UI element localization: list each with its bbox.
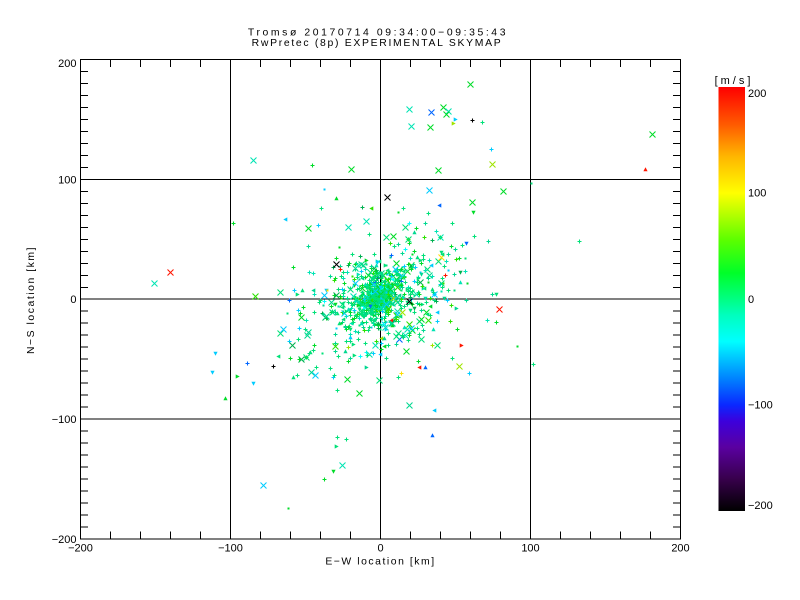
svg-text:−200: −200 <box>748 500 773 512</box>
svg-text:−200: −200 <box>52 534 77 546</box>
svg-text:0: 0 <box>377 543 383 555</box>
svg-text:0: 0 <box>748 294 754 306</box>
svg-text:−100: −100 <box>52 414 77 426</box>
svg-text:200: 200 <box>748 88 766 100</box>
svg-text:[m/s]: [m/s] <box>715 75 754 87</box>
svg-text:N−S location [km]: N−S location [km] <box>26 246 37 354</box>
svg-text:Tromsø 20170714 09:34:00−09:35: Tromsø 20170714 09:34:00−09:35:43 <box>248 28 508 39</box>
svg-text:−100: −100 <box>748 400 773 412</box>
svg-text:−100: −100 <box>218 543 243 555</box>
svg-text:0: 0 <box>70 294 76 306</box>
svg-text:100: 100 <box>748 188 766 200</box>
svg-text:200: 200 <box>671 543 689 555</box>
svg-text:−200: −200 <box>68 543 93 555</box>
svg-text:200: 200 <box>58 58 76 70</box>
svg-text:E−W location [km]: E−W location [km] <box>325 557 435 568</box>
svg-text:RwPretec (8p) EXPERIMENTAL SKY: RwPretec (8p) EXPERIMENTAL SKYMAP <box>252 38 503 49</box>
svg-text:100: 100 <box>58 174 76 186</box>
svg-text:100: 100 <box>521 543 539 555</box>
